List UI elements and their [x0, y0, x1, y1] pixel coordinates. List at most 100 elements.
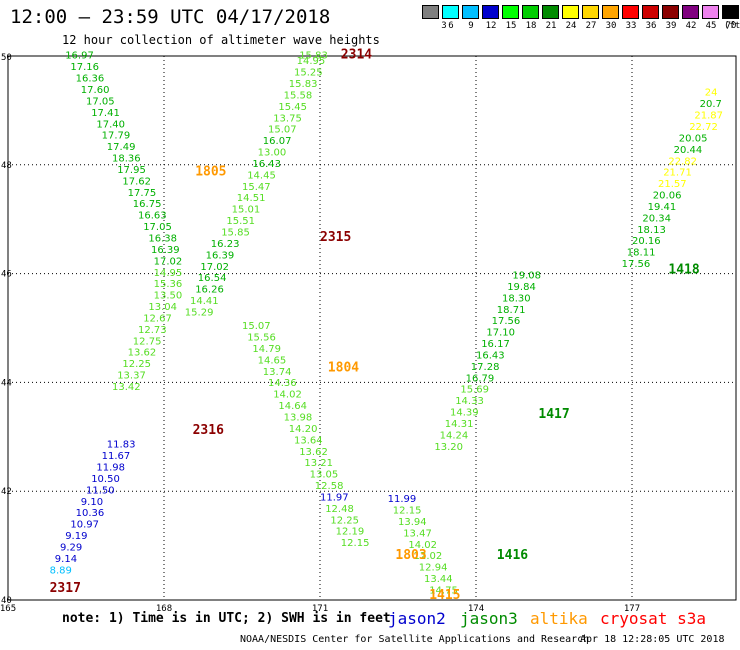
wave-height-value: 12.67	[143, 313, 172, 324]
track-jason3-pass-1418: 17.5618.1120.1618.1320.3419.4120.0621.57…	[622, 88, 723, 270]
scale-label-39: 39	[665, 21, 677, 31]
pass-label-1415: 1415	[429, 588, 460, 603]
page-subtitle: 12 hour collection of altimeter wave hei…	[62, 33, 380, 47]
wave-height-value: 14.64	[278, 401, 307, 412]
wave-height-value: 17.95	[117, 165, 146, 176]
scale-label-42: 42	[685, 21, 697, 31]
wave-height-value: 13.05	[310, 470, 339, 481]
wave-height-value: 17.16	[70, 62, 99, 73]
wave-height-value: 20.7	[700, 99, 722, 110]
wave-height-value: 13.50	[154, 291, 183, 302]
wave-height-value: 20.34	[642, 213, 671, 224]
wave-height-value: 14.41	[190, 296, 219, 307]
wave-height-value: 11.97	[320, 492, 349, 503]
wave-height-value: 12.25	[330, 515, 359, 526]
pass-label-1418: 1418	[668, 263, 699, 278]
wave-height-value: 14.95	[154, 268, 183, 279]
wave-height-value: 14.79	[252, 344, 281, 355]
scale-swatch-42	[682, 5, 699, 19]
wave-height-value: 17.10	[486, 328, 515, 339]
wave-height-value: 13.47	[403, 528, 432, 539]
generated-timestamp: Apr 18 12:28:05 UTC 2018	[580, 634, 725, 645]
wave-height-value: 12.15	[393, 506, 422, 517]
pass-label-1416: 1416	[497, 548, 528, 563]
wave-height-value: 15.01	[232, 205, 261, 216]
track-jason3-pass-1417: 13.2014.2414.3114.3914.3315.6916.7917.28…	[434, 270, 541, 452]
track-jason2-pass-2317: 11.8311.6711.9810.5011.509.1010.3610.979…	[50, 440, 136, 577]
pass-label-2314: 2314	[341, 48, 372, 63]
track-cryosat-pass-2314: 15.8314.9515.2515.8315.5815.4513.7515.07…	[185, 51, 328, 319]
legend-cryosat: cryosat s3a	[600, 609, 706, 628]
track-altika-pass-1804: 15.0715.5614.7914.6513.7414.3614.0214.64…	[242, 321, 369, 549]
wave-height-value: 17.05	[86, 96, 115, 107]
wave-height-value: 15.85	[221, 228, 250, 239]
wave-height-value: 15.69	[460, 385, 489, 396]
wave-height-value: 14.33	[455, 396, 484, 407]
wave-height-value: 11.50	[86, 485, 115, 496]
scale-swatch-6	[442, 5, 459, 19]
wave-height-value: 16.79	[466, 373, 495, 384]
wave-height-value: 17.62	[122, 176, 151, 187]
wave-height-value: 16.63	[138, 211, 167, 222]
wave-height-value: 9.19	[65, 531, 87, 542]
wave-height-value: 17.40	[96, 119, 125, 130]
scale-label-21: 21	[545, 21, 557, 31]
lon-tick-label: 165	[0, 604, 16, 614]
wave-height-value: 14.95	[297, 56, 326, 67]
wave-height-value: 16.17	[481, 339, 510, 350]
footer-note: note: 1) Time is in UTC; 2) SWH is in fe…	[62, 611, 391, 626]
wave-height-value: 14.36	[268, 378, 297, 389]
wave-height-value: 13.94	[398, 517, 427, 528]
wave-height-value: 13.20	[434, 442, 463, 453]
wave-height-value: 16.23	[211, 239, 240, 250]
wave-height-value: 15.45	[278, 102, 307, 113]
wave-height-value: 13.62	[299, 447, 328, 458]
wave-height-value: 16.97	[65, 51, 94, 62]
wave-height-value: 17.49	[107, 142, 136, 153]
wave-height-value: 16.43	[252, 159, 281, 170]
pass-label-1417: 1417	[538, 407, 569, 422]
lat-tick-label: 46	[1, 270, 12, 280]
lat-tick-label: 42	[1, 487, 12, 497]
scale-swatch-15	[502, 5, 519, 19]
wave-height-value: 16.43	[476, 350, 505, 361]
scale-label-45: 45	[705, 21, 717, 31]
wave-height-value: 14.31	[445, 419, 474, 430]
scale-label-36: 36	[645, 21, 657, 31]
wave-height-value: 14.02	[273, 390, 302, 401]
wave-height-value: 15.56	[247, 333, 276, 344]
scale-swatch-39	[662, 5, 679, 19]
wave-height-value: 12.75	[133, 336, 162, 347]
wave-height-value: 21.87	[694, 111, 723, 122]
scale-swatch-21	[542, 5, 559, 19]
wave-height-value: 12.58	[315, 481, 344, 492]
wave-height-value: 16.07	[263, 136, 292, 147]
scale-label-70: 70	[725, 21, 737, 31]
wave-height-value: 13.00	[258, 148, 287, 159]
scale-label-24: 24	[565, 21, 577, 31]
scale-swatch-18	[522, 5, 539, 19]
wave-height-value: 10.50	[91, 474, 120, 485]
wave-height-value: 15.58	[284, 90, 313, 101]
wave-height-value: 15.07	[268, 125, 297, 136]
scale-swatch-30	[602, 5, 619, 19]
legend-jason3: jason3	[460, 609, 518, 628]
wave-height-value: 14.39	[450, 408, 479, 419]
wave-height-value: 17.41	[91, 108, 120, 119]
wave-height-value: 15.36	[154, 279, 183, 290]
wave-height-value: 16.39	[206, 250, 235, 261]
wave-height-value: 15.83	[289, 79, 318, 90]
scale-swatch-9	[462, 5, 479, 19]
wave-height-value: 16.54	[198, 273, 227, 284]
wave-height-value: 24	[705, 88, 718, 99]
wave-height-value: 20.05	[679, 133, 708, 144]
lon-tick-label: 171	[312, 604, 328, 614]
wave-height-value: 12.73	[138, 325, 167, 336]
wave-height-value: 16.26	[195, 285, 224, 296]
pass-label-2317: 2317	[50, 581, 81, 596]
wave-height-value: 16.38	[148, 234, 177, 245]
pass-label-2316: 2316	[193, 423, 224, 438]
wave-height-value: 17.02	[200, 262, 229, 273]
wave-height-value: 20.16	[632, 236, 661, 247]
